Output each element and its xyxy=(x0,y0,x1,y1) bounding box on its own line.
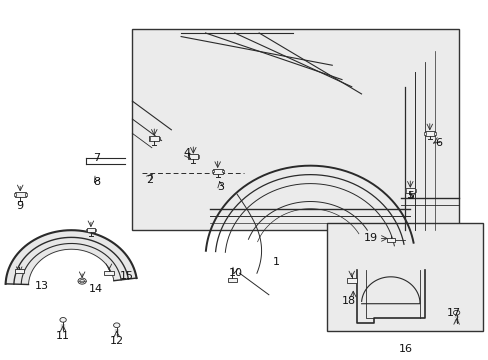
Text: 12: 12 xyxy=(109,336,123,346)
Bar xyxy=(104,271,113,275)
Text: 3: 3 xyxy=(217,182,224,192)
Bar xyxy=(433,132,435,135)
Text: 18: 18 xyxy=(342,296,356,306)
Bar xyxy=(327,223,483,330)
Text: 7: 7 xyxy=(93,153,100,163)
Text: 19: 19 xyxy=(363,233,377,243)
Text: 2: 2 xyxy=(145,175,153,185)
Bar xyxy=(197,155,199,158)
Bar xyxy=(132,30,458,230)
Bar xyxy=(346,278,356,283)
Bar xyxy=(386,238,394,242)
Circle shape xyxy=(113,323,120,328)
Text: 13: 13 xyxy=(35,281,49,291)
Text: 5: 5 xyxy=(406,191,413,201)
Bar xyxy=(86,229,87,231)
Text: 4: 4 xyxy=(183,148,191,158)
Bar xyxy=(149,137,150,140)
Bar xyxy=(212,170,213,172)
Text: 14: 14 xyxy=(89,284,103,294)
Text: 16: 16 xyxy=(398,343,411,354)
Bar xyxy=(25,193,26,196)
Bar xyxy=(95,229,96,231)
Circle shape xyxy=(60,318,66,322)
Bar xyxy=(227,278,237,282)
Bar xyxy=(15,192,25,197)
Bar xyxy=(414,189,415,192)
Text: 11: 11 xyxy=(56,331,70,341)
Bar xyxy=(86,228,95,233)
Bar xyxy=(149,136,159,141)
Circle shape xyxy=(80,279,84,283)
Text: 9: 9 xyxy=(17,201,24,211)
Bar xyxy=(404,189,406,192)
Bar xyxy=(222,170,223,172)
Bar xyxy=(212,168,222,174)
Bar xyxy=(424,132,425,135)
Bar xyxy=(14,193,16,196)
Text: 1: 1 xyxy=(272,257,279,267)
Text: 17: 17 xyxy=(446,309,460,318)
Bar xyxy=(187,155,189,158)
Circle shape xyxy=(452,310,459,315)
Circle shape xyxy=(78,278,86,284)
Bar xyxy=(158,137,160,140)
Text: 6: 6 xyxy=(434,139,441,148)
Bar xyxy=(424,131,434,136)
Text: 8: 8 xyxy=(94,177,101,187)
Text: 15: 15 xyxy=(119,271,133,281)
Bar xyxy=(188,154,198,159)
Bar xyxy=(405,188,414,193)
Bar xyxy=(15,269,24,274)
Text: 10: 10 xyxy=(229,268,243,278)
Polygon shape xyxy=(5,230,136,284)
